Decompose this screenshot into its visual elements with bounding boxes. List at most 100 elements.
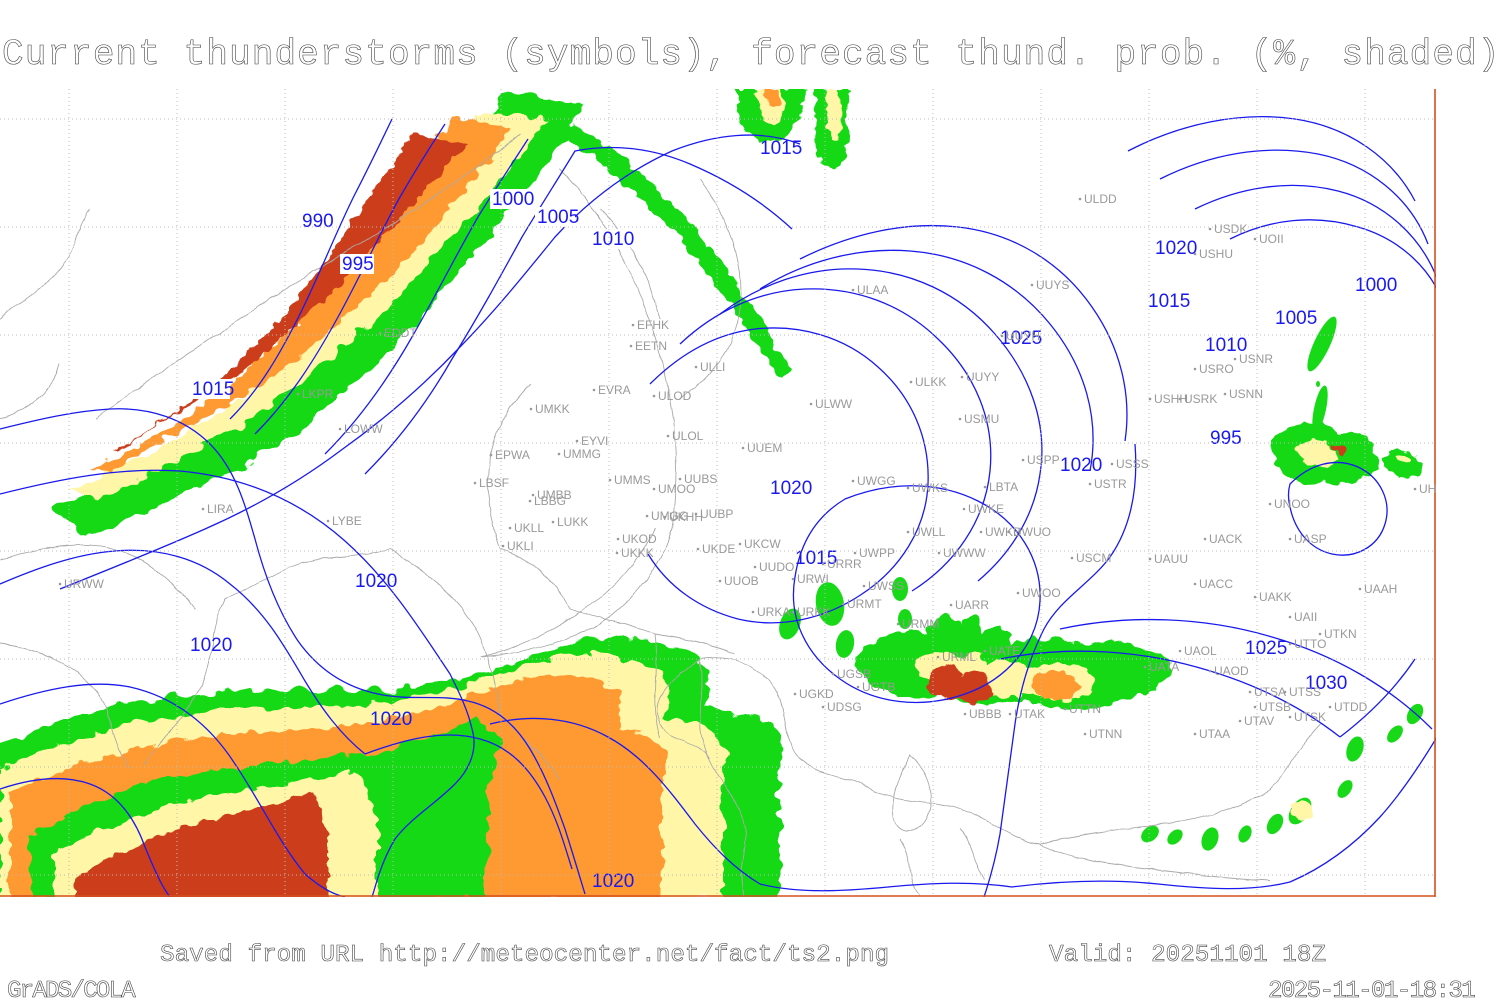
svg-text:EYVI: EYVI [581, 434, 608, 448]
svg-text:1020: 1020 [1060, 455, 1102, 476]
svg-text:EFHK: EFHK [637, 318, 669, 332]
svg-text:UUDO: UUDO [759, 560, 794, 574]
svg-text:UACC: UACC [1199, 577, 1233, 591]
svg-text:UGSB: UGSB [837, 667, 871, 681]
svg-text:1020: 1020 [770, 478, 812, 499]
svg-text:UKHH: UKHH [669, 510, 703, 524]
svg-text:995: 995 [342, 254, 374, 275]
svg-text:UAKK: UAKK [1259, 590, 1292, 604]
svg-text:URWW: URWW [64, 577, 104, 591]
svg-text:USNR: USNR [1239, 352, 1273, 366]
svg-text:USSS: USSS [1116, 457, 1149, 471]
svg-text:UWPP: UWPP [859, 546, 895, 560]
svg-text:URKA: URKA [757, 605, 790, 619]
svg-text:ULKK: ULKK [915, 375, 946, 389]
svg-text:1025: 1025 [1245, 638, 1287, 659]
svg-text:ULDD: ULDD [1084, 192, 1117, 206]
svg-text:URML: URML [942, 650, 976, 664]
svg-text:USHU: USHU [1199, 247, 1233, 261]
svg-text:USNN: USNN [1229, 387, 1263, 401]
svg-text:UTTO: UTTO [1294, 637, 1326, 651]
svg-text:UWSS: UWSS [868, 579, 904, 593]
svg-text:UTAA: UTAA [1199, 727, 1230, 741]
svg-text:LIRA: LIRA [207, 502, 234, 516]
svg-text:UWUO: UWUO [1013, 525, 1051, 539]
svg-text:1015: 1015 [192, 379, 234, 400]
svg-text:1020: 1020 [370, 709, 412, 730]
svg-text:USHH: USHH [1154, 392, 1188, 406]
svg-text:UKKK: UKKK [621, 546, 654, 560]
svg-text:UAAH: UAAH [1364, 582, 1397, 596]
svg-text:UTTN: UTTN [1069, 702, 1101, 716]
svg-text:ULLI: ULLI [700, 360, 725, 374]
svg-text:1015: 1015 [1148, 291, 1190, 312]
svg-text:UWLL: UWLL [912, 525, 946, 539]
svg-text:1020: 1020 [355, 571, 397, 592]
svg-text:1020: 1020 [592, 871, 634, 892]
svg-text:1005: 1005 [537, 207, 579, 228]
svg-text:UTDD: UTDD [1334, 700, 1368, 714]
svg-text:UNOO: UNOO [1274, 497, 1310, 511]
svg-text:UUYY: UUYY [966, 370, 999, 384]
svg-text:UGTB: UGTB [862, 680, 895, 694]
svg-text:URWI: URWI [797, 572, 829, 586]
svg-text:UTAK: UTAK [1014, 707, 1045, 721]
svg-text:USCM: USCM [1076, 551, 1111, 565]
svg-text:UDSG: UDSG [827, 700, 862, 714]
svg-text:UWWW: UWWW [943, 546, 986, 560]
svg-text:LBBG: LBBG [534, 494, 566, 508]
svg-text:UATA: UATA [1149, 660, 1179, 674]
svg-text:USDK: USDK [1214, 222, 1247, 236]
svg-text:UTKN: UTKN [1324, 627, 1357, 641]
svg-text:EPWA: EPWA [495, 448, 530, 462]
svg-text:ULAA: ULAA [857, 283, 888, 297]
svg-text:UKOD: UKOD [622, 532, 657, 546]
svg-text:UAII: UAII [1294, 610, 1317, 624]
svg-text:UTAV: UTAV [1244, 714, 1274, 728]
svg-text:UTSA: UTSA [1254, 685, 1286, 699]
svg-text:LYBE: LYBE [332, 514, 362, 528]
svg-text:LBSF: LBSF [479, 476, 509, 490]
svg-text:LUKK: LUKK [557, 515, 588, 529]
svg-text:UMMS: UMMS [614, 473, 651, 487]
svg-text:UOII: UOII [1259, 232, 1284, 246]
svg-text:UACK: UACK [1209, 532, 1242, 546]
svg-text:UARR: UARR [955, 598, 989, 612]
svg-text:UKDE: UKDE [702, 542, 735, 556]
svg-text:EDDT: EDDT [384, 326, 417, 340]
svg-text:USRK: USRK [1184, 392, 1217, 406]
svg-text:990: 990 [302, 211, 334, 232]
svg-text:UTSB: UTSB [1259, 700, 1291, 714]
svg-text:UTSK: UTSK [1294, 710, 1326, 724]
svg-text:UUYH: UUYH [1006, 329, 1040, 343]
svg-text:UMOO: UMOO [658, 482, 695, 496]
svg-text:ULOD: ULOD [658, 389, 692, 403]
svg-text:UGKD: UGKD [799, 687, 834, 701]
svg-text:UMKK: UMKK [535, 402, 570, 416]
svg-text:UKLL: UKLL [514, 521, 544, 535]
svg-text:1020: 1020 [190, 635, 232, 656]
svg-text:1000: 1000 [492, 189, 534, 210]
svg-text:URKK: URKK [797, 605, 830, 619]
svg-text:URMM: URMM [902, 617, 939, 631]
svg-text:EETN: EETN [635, 339, 667, 353]
svg-text:UATE: UATE [989, 644, 1020, 658]
svg-text:UUOB: UUOB [724, 574, 759, 588]
svg-text:LOWW: LOWW [344, 422, 383, 436]
svg-text:UTNN: UTNN [1089, 727, 1122, 741]
svg-text:1015: 1015 [760, 138, 802, 159]
svg-text:URMT: URMT [847, 597, 882, 611]
svg-text:USMU: USMU [964, 412, 999, 426]
svg-text:ULOL: ULOL [672, 429, 704, 443]
svg-text:1020: 1020 [1155, 238, 1197, 259]
svg-text:ULWW: ULWW [815, 397, 853, 411]
svg-text:UAOL: UAOL [1184, 644, 1217, 658]
svg-text:UASP: UASP [1294, 532, 1327, 546]
svg-text:UWKE: UWKE [968, 502, 1004, 516]
svg-text:EVRA: EVRA [598, 383, 631, 397]
svg-text:UBBB: UBBB [969, 707, 1002, 721]
svg-text:UKCW: UKCW [744, 537, 781, 551]
svg-text:LBTA: LBTA [989, 480, 1018, 494]
svg-text:1000: 1000 [1355, 275, 1397, 296]
svg-text:UAUU: UAUU [1154, 552, 1188, 566]
